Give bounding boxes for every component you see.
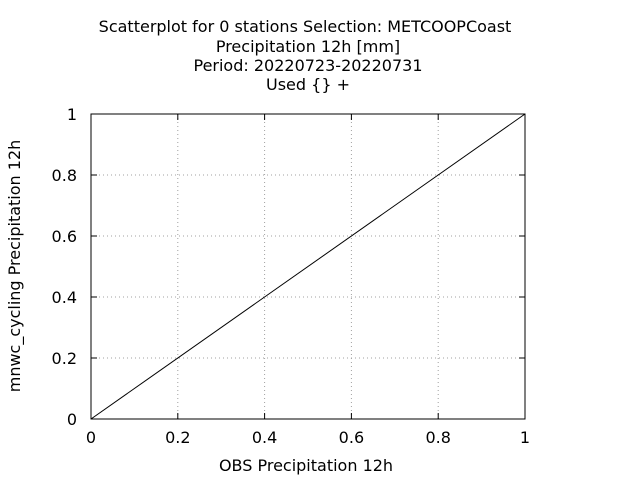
y-axis-ticks: 0 0.2 0.4 0.6 0.8 1 bbox=[52, 105, 525, 429]
y-tick-label-1: 0.2 bbox=[52, 349, 77, 368]
y-tick-label-4: 0.8 bbox=[52, 166, 77, 185]
reference-line bbox=[90, 113, 526, 420]
y-tick-label-5: 1 bbox=[67, 105, 77, 124]
x-tick-label-4: 0.8 bbox=[425, 428, 450, 447]
x-tick-label-3: 0.6 bbox=[339, 428, 364, 447]
y-tick-label-3: 0.6 bbox=[52, 227, 77, 246]
x-tick-label-5: 1 bbox=[520, 428, 530, 447]
title-line-4: Used {} + bbox=[266, 75, 350, 94]
chart-title: Scatterplot for 0 stations Selection: ME… bbox=[99, 17, 512, 94]
x-tick-label-1: 0.2 bbox=[165, 428, 190, 447]
y-tick-label-0: 0 bbox=[67, 410, 77, 429]
title-line-2: Precipitation 12h [mm] bbox=[216, 37, 400, 56]
reference-line-layer bbox=[90, 113, 526, 420]
x-axis-ticks: 0 0.2 0.4 0.6 0.8 1 bbox=[86, 114, 530, 447]
x-tick-label-2: 0.4 bbox=[252, 428, 277, 447]
grid-lines bbox=[91, 114, 525, 419]
title-line-3: Period: 20220723-20220731 bbox=[193, 56, 422, 75]
x-axis-label: OBS Precipitation 12h bbox=[219, 456, 393, 475]
x-tick-label-0: 0 bbox=[86, 428, 96, 447]
plot-area-frame bbox=[90, 113, 526, 420]
y-tick-label-2: 0.4 bbox=[52, 288, 77, 307]
y-axis-label: mnwc_cycling Precipitation 12h bbox=[5, 140, 25, 393]
title-line-1: Scatterplot for 0 stations Selection: ME… bbox=[99, 17, 512, 36]
